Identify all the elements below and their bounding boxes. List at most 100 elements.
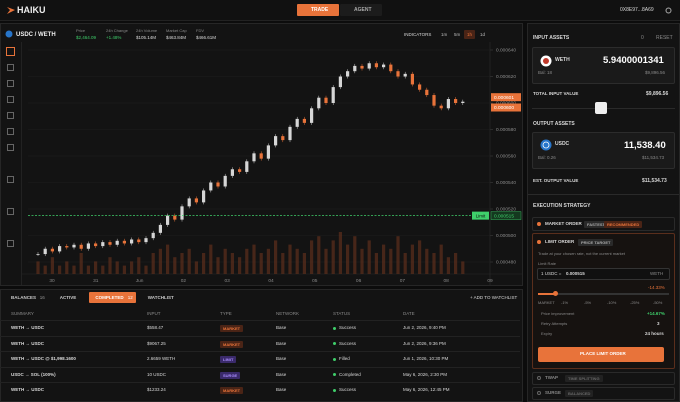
tool-icon[interactable]: [7, 208, 14, 215]
stat-label: 24h Change: [106, 28, 128, 33]
preset[interactable]: -1%: [561, 300, 569, 305]
preset[interactable]: -10%: [607, 300, 617, 305]
volume-bar: [317, 236, 321, 274]
summary: WETH → USDC: [11, 325, 44, 330]
order-row[interactable]: [0, 366, 520, 383]
slider-track[interactable]: [538, 293, 669, 295]
market-order-option[interactable]: [532, 217, 675, 231]
cell: Base: [276, 340, 287, 346]
cell: May 6, 2026, 12:45 PM: [403, 387, 450, 392]
slider-thumb[interactable]: [553, 291, 558, 296]
preset[interactable]: -25%: [630, 300, 640, 305]
pair-name: USDC / WETH: [16, 32, 56, 38]
price-tag-label: 0.000601: [494, 95, 514, 101]
radio[interactable]: [537, 240, 541, 244]
tool-icon[interactable]: [7, 144, 14, 151]
wallet-address[interactable]: 0X8E97...8A69: [620, 7, 654, 13]
asset-symbol[interactable]: WETH: [555, 57, 570, 63]
tool-icon[interactable]: [7, 64, 14, 71]
radio[interactable]: [537, 376, 541, 380]
x-tick-label: Jun: [136, 278, 144, 284]
candle: [115, 240, 119, 245]
strategy-option[interactable]: [532, 372, 675, 385]
column-header: DATE: [403, 311, 415, 316]
column-header: INPUT: [147, 311, 161, 316]
volume-bar: [454, 253, 458, 274]
limit-price-tag: [490, 211, 522, 220]
input-amount[interactable]: 5.9400001341: [603, 55, 664, 66]
mode-tab[interactable]: [297, 4, 339, 16]
candle: [317, 97, 321, 109]
candle: [72, 244, 76, 248]
asset-usd: $9,896.56: [645, 70, 666, 75]
radio[interactable]: [537, 391, 541, 395]
column-header: SUMMARY: [11, 311, 34, 316]
type-badge: MARKET: [220, 340, 244, 348]
add-watchlist[interactable]: + ADD TO WATCHLIST: [470, 295, 518, 300]
tool-icon[interactable]: [7, 240, 14, 247]
radio[interactable]: [537, 222, 541, 226]
volume-bar: [94, 261, 98, 274]
mode-tab-label: AGENT: [354, 7, 372, 13]
strategy-option[interactable]: [532, 387, 675, 400]
candle: [396, 71, 400, 77]
volume-bar: [281, 253, 285, 274]
cell: Jun 1, 2026, 10:30 PM: [403, 356, 449, 361]
volume-bar: [72, 265, 76, 274]
candle: [454, 99, 458, 103]
candle: [137, 239, 141, 243]
volume-bar: [425, 248, 429, 274]
x-tick-label: 02: [181, 278, 187, 284]
rate-value[interactable]: 0.000515: [566, 271, 585, 276]
volume-bar: [223, 248, 227, 274]
candle: [446, 99, 450, 109]
limit-order-option[interactable]: [532, 233, 675, 369]
tool-icon[interactable]: [6, 47, 15, 56]
candle: [58, 246, 62, 252]
limit-rate-input[interactable]: [537, 268, 670, 280]
summary: WETH → USDC @ $1,998.1600: [11, 356, 76, 361]
candle: [36, 254, 40, 255]
volume-bar: [331, 240, 335, 274]
tool-icon[interactable]: [7, 112, 14, 119]
interval-button[interactable]: 1m: [441, 32, 448, 37]
reset-button[interactable]: RESET: [656, 35, 673, 41]
preset[interactable]: -50%: [653, 300, 663, 305]
orders-tab[interactable]: [89, 292, 136, 303]
orders-panel: [0, 289, 523, 402]
candle: [158, 224, 162, 233]
asset-symbol[interactable]: USDC: [555, 141, 570, 147]
interval-button[interactable]: 5m: [454, 32, 461, 37]
volume-bar: [187, 248, 191, 274]
tool-icon[interactable]: [7, 96, 14, 103]
place-order-button[interactable]: [538, 347, 664, 362]
orders-tab-label: BALANCES: [11, 295, 37, 300]
interval-button[interactable]: 1d: [480, 32, 486, 37]
candle: [259, 153, 263, 159]
swap-button[interactable]: [595, 102, 607, 114]
candle: [266, 145, 270, 159]
volume-bar: [302, 253, 306, 274]
mode-tab[interactable]: [340, 4, 382, 16]
order-row[interactable]: [0, 320, 520, 336]
order-row[interactable]: [0, 382, 520, 398]
volume-bar: [288, 244, 292, 274]
tool-icon[interactable]: [7, 80, 14, 87]
indicators-button[interactable]: INDICATORS: [404, 32, 432, 37]
order-row[interactable]: [0, 335, 520, 352]
candle: [245, 161, 249, 172]
order-row[interactable]: [0, 351, 520, 367]
tool-icon[interactable]: [7, 128, 14, 135]
status: Success: [339, 325, 357, 330]
interval-button[interactable]: 1h: [467, 32, 473, 37]
preset[interactable]: -5%: [584, 300, 592, 305]
candle: [374, 63, 378, 68]
cell: Jun 2, 2026, 9:36 PM: [403, 340, 446, 346]
preset[interactable]: MARKET: [538, 300, 555, 305]
price-tag-label: 0.000600: [494, 105, 514, 111]
settings-icon[interactable]: [665, 7, 672, 14]
volume-bar: [216, 257, 220, 274]
tool-icon[interactable]: [7, 176, 14, 183]
volume-bar: [403, 253, 407, 274]
